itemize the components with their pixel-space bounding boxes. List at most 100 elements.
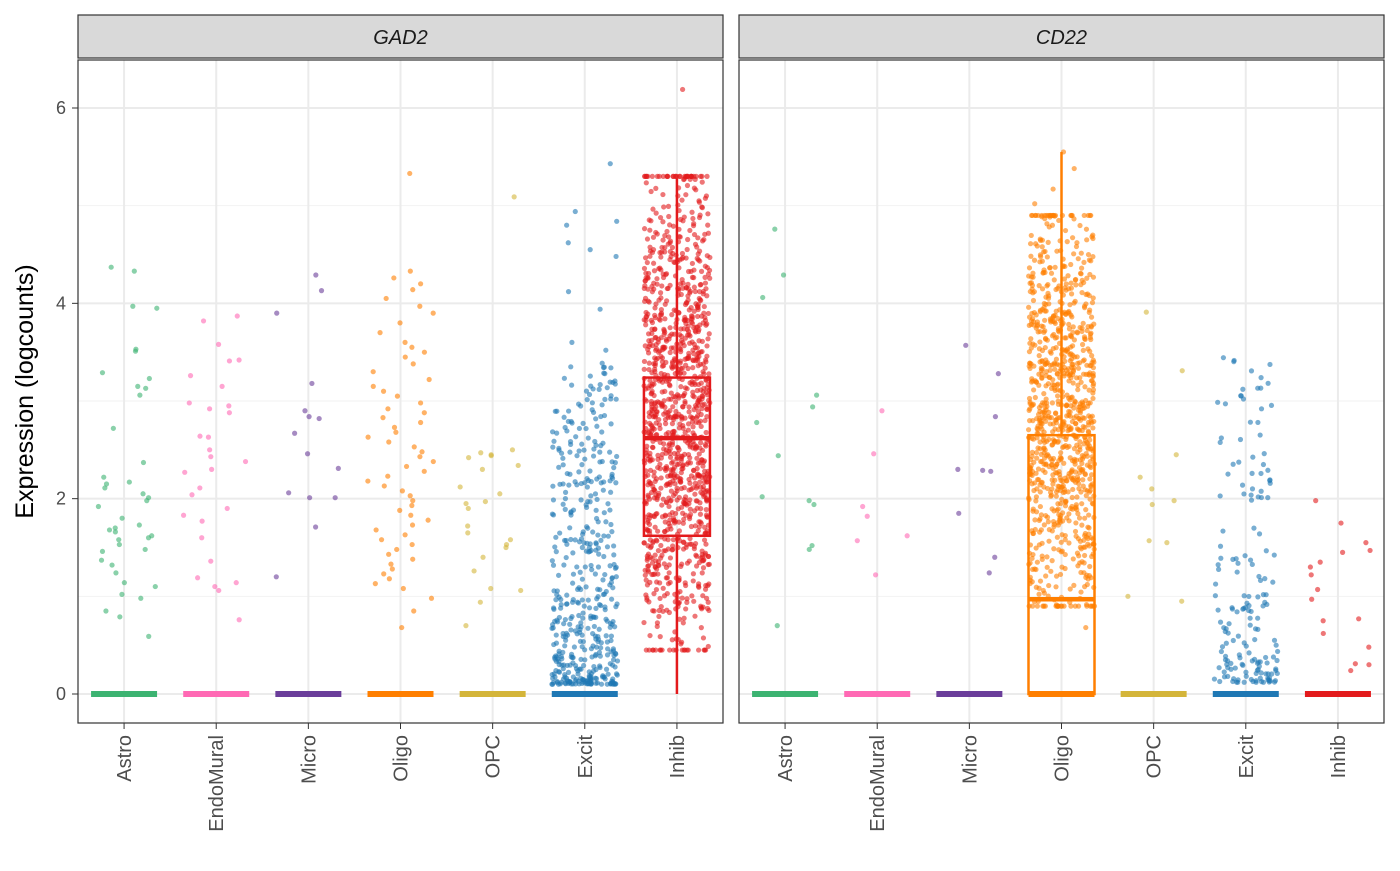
data-point: [707, 275, 713, 281]
facet-strip-label: CD22: [1036, 27, 1087, 49]
data-point: [1045, 290, 1051, 296]
data-point: [408, 512, 414, 518]
data-point: [1087, 334, 1093, 341]
data-point: [600, 673, 606, 679]
data-point: [593, 416, 599, 422]
data-point: [580, 679, 586, 685]
data-point: [1037, 529, 1043, 535]
data-point: [1035, 329, 1041, 335]
data-point: [1274, 670, 1280, 677]
data-point: [1075, 511, 1081, 517]
data-point: [643, 577, 649, 583]
data-point: [610, 657, 617, 663]
data-point: [1051, 212, 1057, 219]
data-point: [1212, 593, 1218, 599]
data-point: [553, 534, 559, 540]
data-point: [318, 288, 325, 294]
data-point: [646, 478, 652, 485]
data-point: [480, 554, 486, 560]
data-point: [1242, 553, 1248, 559]
data-point: [144, 498, 150, 504]
data-point: [582, 657, 588, 663]
data-point: [562, 496, 569, 502]
data-point: [1044, 485, 1051, 492]
data-point: [560, 666, 566, 672]
data-point: [602, 607, 608, 613]
data-point: [1090, 395, 1096, 402]
data-point: [511, 194, 517, 200]
data-point: [664, 173, 670, 179]
data-point: [607, 379, 613, 385]
data-point: [854, 538, 860, 544]
data-point: [1059, 532, 1065, 538]
data-point: [103, 481, 110, 487]
data-point: [478, 450, 484, 456]
data-point: [641, 265, 648, 272]
data-point: [1072, 298, 1078, 304]
data-point: [1053, 410, 1059, 416]
data-point: [646, 414, 652, 420]
data-point: [1075, 536, 1081, 542]
data-point: [1076, 515, 1083, 521]
data-point: [668, 390, 674, 396]
data-point: [583, 425, 589, 432]
data-point: [696, 248, 703, 254]
data-point: [1061, 276, 1068, 282]
data-point: [1067, 344, 1074, 350]
data-point: [1062, 551, 1068, 558]
data-point: [1071, 337, 1077, 343]
data-point: [681, 615, 687, 621]
data-point: [662, 316, 668, 322]
data-point: [1026, 349, 1033, 355]
data-point: [644, 595, 650, 601]
data-point: [680, 393, 686, 399]
data-point: [699, 205, 706, 211]
data-point: [1065, 273, 1071, 279]
data-point: [1084, 237, 1090, 243]
data-point: [605, 646, 611, 652]
data-point: [671, 307, 677, 313]
data-point: [1058, 512, 1064, 519]
data-point: [1082, 437, 1089, 443]
data-point: [1087, 563, 1093, 570]
data-point: [674, 497, 680, 503]
data-point: [672, 518, 679, 525]
data-point: [678, 563, 684, 570]
data-point: [397, 320, 403, 326]
data-point: [562, 537, 568, 544]
data-point: [754, 419, 760, 426]
data-point: [612, 624, 618, 630]
data-point: [660, 219, 666, 225]
data-point: [663, 271, 670, 277]
data-point: [698, 440, 704, 446]
data-point: [704, 173, 710, 179]
data-point: [1074, 354, 1080, 360]
data-point: [1030, 319, 1037, 325]
data-point: [590, 453, 597, 459]
data-point: [641, 226, 648, 232]
data-point: [1036, 517, 1042, 524]
data-point: [811, 501, 817, 508]
data-point: [666, 213, 672, 220]
data-point: [1027, 340, 1033, 346]
data-point: [1088, 258, 1094, 264]
data-point: [1087, 307, 1093, 313]
data-point: [1043, 396, 1049, 402]
data-point: [645, 563, 651, 569]
data-point: [1217, 439, 1223, 446]
data-point: [1046, 301, 1052, 307]
data-point: [189, 492, 195, 498]
data-point: [1215, 607, 1221, 613]
data-point: [554, 430, 560, 436]
data-point: [585, 498, 591, 505]
data-point: [550, 444, 556, 450]
data-point: [568, 509, 574, 515]
data-point: [430, 310, 436, 316]
data-point: [613, 480, 619, 486]
data-point: [599, 458, 605, 465]
data-point: [1149, 501, 1155, 508]
data-point: [663, 409, 669, 415]
data-point: [660, 173, 666, 179]
data-point: [698, 489, 704, 496]
data-point: [647, 632, 653, 639]
